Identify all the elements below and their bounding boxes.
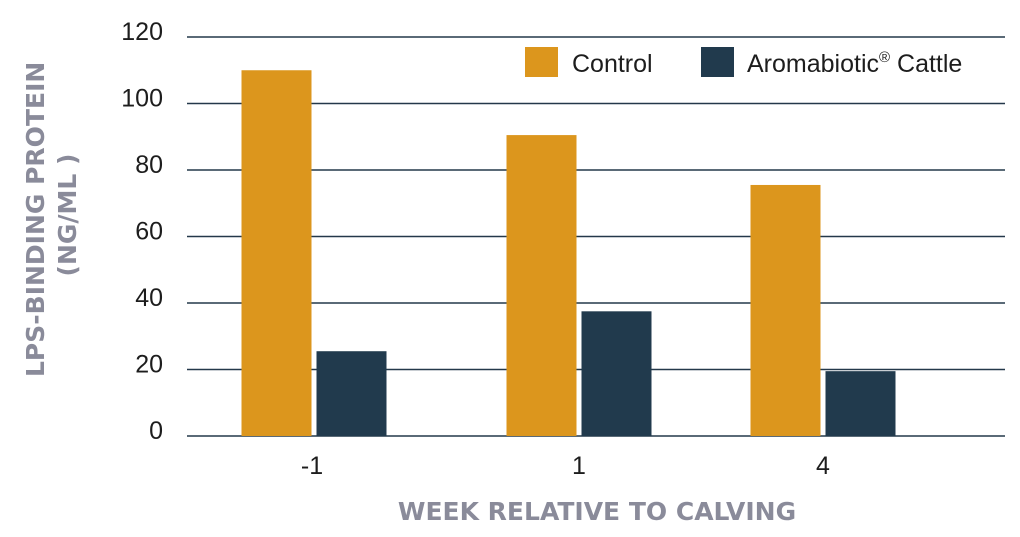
bar-control-week-1 [506, 135, 577, 436]
bars [241, 70, 896, 436]
y-tick-label: 0 [149, 417, 163, 445]
x-tick-label: 1 [572, 452, 586, 480]
y-tick-label: 60 [135, 218, 163, 246]
legend-label-aromabiotic-name: Aromabiotic [747, 50, 879, 78]
y-axis-title: LPS-BINDING PROTEIN (NG/ML ) [21, 53, 82, 377]
legend-swatch-aromabiotic [701, 47, 734, 77]
legend-label-aromabiotic-tail: Cattle [890, 50, 962, 78]
bar-control-week--1 [241, 70, 312, 436]
bar-aromabiotic-week-1 [581, 311, 652, 436]
x-tick-label: -1 [301, 452, 323, 480]
y-axis-title-line-2: (NG/ML ) [53, 154, 82, 277]
legend-swatch-control [525, 47, 558, 77]
legend-item-aromabiotic: Aromabiotic® Cattle [701, 47, 962, 78]
y-tick-label: 40 [135, 284, 163, 312]
legend-label-control: Control [572, 50, 653, 78]
y-tick-labels: 0 20 40 60 80 100 120 [121, 18, 163, 445]
bar-aromabiotic-week-4 [825, 371, 896, 436]
x-axis-title: WEEK RELATIVE TO CALVING [398, 497, 796, 526]
legend: Control Aromabiotic® Cattle [525, 47, 962, 78]
bar-aromabiotic-week--1 [316, 351, 387, 436]
bar-control-week-4 [750, 184, 821, 436]
y-axis-title-line-1: LPS-BINDING PROTEIN [21, 62, 50, 377]
legend-item-control: Control [525, 47, 653, 78]
registered-mark: ® [879, 49, 890, 66]
y-tick-label: 120 [121, 18, 163, 46]
x-tick-label: 4 [816, 452, 830, 480]
y-tick-label: 100 [121, 85, 163, 113]
svg-text:LPS-BINDING PROTEIN (N: LPS-BINDING PROTEIN (NG/ML ) [21, 53, 82, 377]
y-tick-label: 80 [135, 151, 163, 179]
x-tick-labels: -1 1 4 [301, 452, 830, 480]
y-tick-label: 20 [135, 351, 163, 379]
legend-label-aromabiotic: Aromabiotic® Cattle [747, 49, 962, 78]
